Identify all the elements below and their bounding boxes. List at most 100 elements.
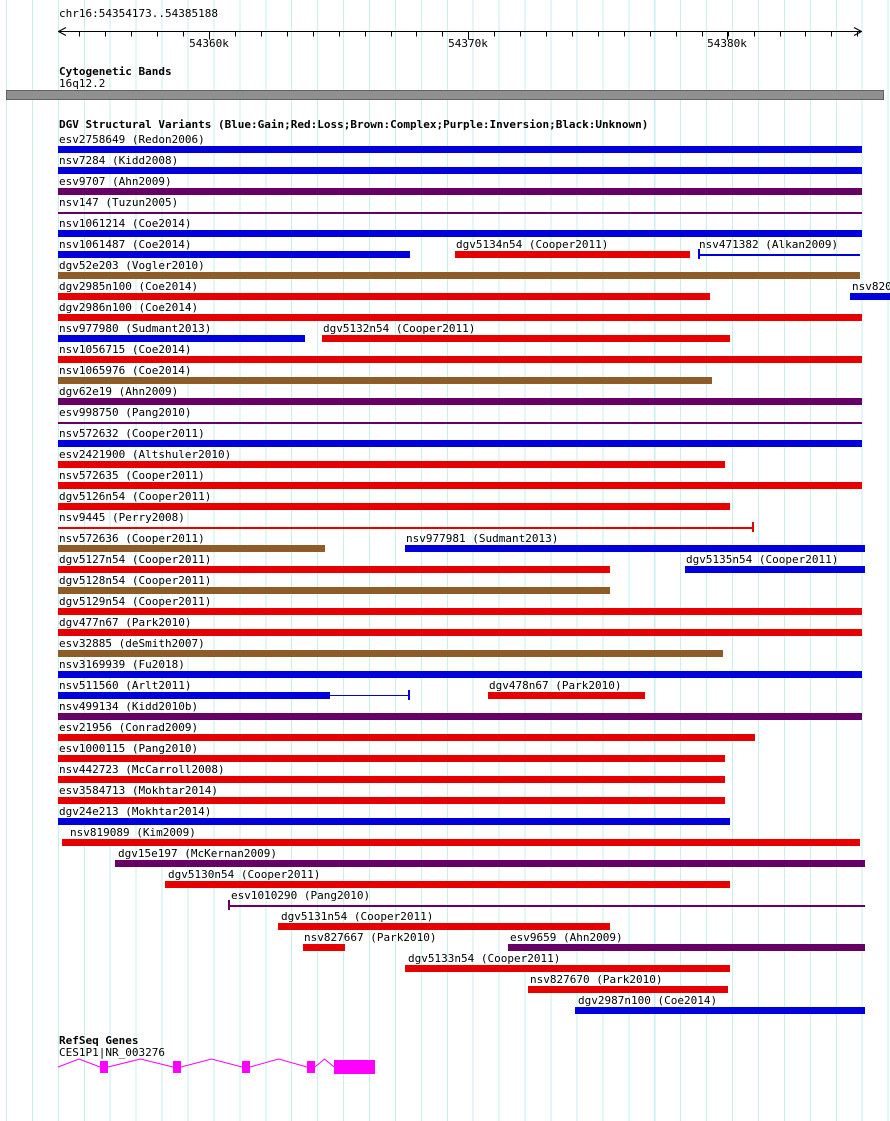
gene-glyph[interactable]: [0, 1054, 430, 1080]
intron-line[interactable]: [314, 1058, 335, 1068]
exon-box[interactable]: [173, 1061, 181, 1073]
variant-bar[interactable]: [405, 545, 865, 552]
variant-label[interactable]: esv9659 (Ahn2009): [510, 931, 623, 944]
variant-label[interactable]: esv998750 (Pang2010): [59, 406, 192, 419]
variant-label[interactable]: esv2421900 (Altshuler2010): [59, 448, 232, 461]
variant-endpoint-tick[interactable]: [228, 900, 230, 910]
variant-bar[interactable]: [58, 422, 862, 424]
variant-bar[interactable]: [508, 944, 865, 951]
variant-label[interactable]: dgv5130n54 (Cooper2011): [168, 868, 321, 881]
variant-label[interactable]: dgv62e19 (Ahn2009): [59, 385, 179, 398]
variant-bar[interactable]: [455, 251, 690, 258]
variant-label[interactable]: nsv827670 (Park2010): [530, 973, 663, 986]
variant-bar[interactable]: [58, 776, 725, 783]
variant-bar[interactable]: [58, 713, 862, 720]
variant-label[interactable]: nsv819089 (Kim2009): [70, 826, 196, 839]
variant-bar[interactable]: [58, 629, 862, 636]
variant-label[interactable]: dgv2986n100 (Coe2014): [59, 301, 199, 314]
variant-label[interactable]: nsv7284 (Kidd2008): [59, 154, 179, 167]
variant-bar[interactable]: [58, 734, 755, 741]
variant-bar[interactable]: [58, 167, 862, 174]
variant-bar[interactable]: [58, 692, 330, 699]
intron-line[interactable]: [249, 1058, 308, 1068]
variant-label[interactable]: nsv572635 (Cooper2011): [59, 469, 205, 482]
variant-bar[interactable]: [228, 905, 865, 907]
variant-label[interactable]: nsv977980 (Sudmant2013): [59, 322, 212, 335]
variant-bar[interactable]: [58, 212, 862, 214]
variant-label[interactable]: esv3584713 (Mokhtar2014): [59, 784, 218, 797]
variant-label[interactable]: esv1010290 (Pang2010): [231, 889, 371, 902]
gene-name[interactable]: CES1P1|NR_003276: [59, 1046, 165, 1059]
variant-label[interactable]: nsv572636 (Cooper2011): [59, 532, 205, 545]
variant-bar[interactable]: [58, 314, 862, 321]
variant-label[interactable]: esv32885 (deSmith2007): [59, 637, 205, 650]
variant-bar[interactable]: [575, 1007, 865, 1014]
variant-bar[interactable]: [698, 254, 860, 256]
variant-label[interactable]: esv2758649 (Redon2006): [59, 133, 205, 146]
variant-label[interactable]: dgv15e197 (McKernan2009): [118, 847, 277, 860]
variant-bar[interactable]: [58, 230, 862, 237]
variant-label[interactable]: nsv1061487 (Coe2014): [59, 238, 192, 251]
variant-bar[interactable]: [62, 839, 860, 846]
variant-bar[interactable]: [58, 797, 725, 804]
variant-bar[interactable]: [322, 335, 730, 342]
variant-label[interactable]: dgv5132n54 (Cooper2011): [323, 322, 476, 335]
variant-label[interactable]: dgv478n67 (Park2010): [489, 679, 622, 692]
last-exon-box[interactable]: [334, 1060, 375, 1074]
variant-bar[interactable]: [58, 650, 723, 657]
variant-label[interactable]: dgv5133n54 (Cooper2011): [408, 952, 561, 965]
variant-label[interactable]: esv9707 (Ahn2009): [59, 175, 172, 188]
variant-label[interactable]: dgv2985n100 (Coe2014): [59, 280, 199, 293]
variant-bar[interactable]: [58, 146, 862, 153]
variant-bar[interactable]: [278, 923, 610, 930]
variant-bar[interactable]: [58, 545, 325, 552]
variant-endpoint-tick[interactable]: [752, 522, 754, 532]
variant-bar[interactable]: [58, 293, 710, 300]
exon-box[interactable]: [100, 1061, 108, 1073]
variant-label[interactable]: nsv9445 (Perry2008): [59, 511, 185, 524]
variant-bar[interactable]: [58, 608, 862, 615]
variant-label[interactable]: nsv977981 (Sudmant2013): [406, 532, 559, 545]
variant-label[interactable]: dgv5127n54 (Cooper2011): [59, 553, 212, 566]
variant-bar[interactable]: [685, 566, 865, 573]
variant-bar[interactable]: [165, 881, 730, 888]
variant-bar[interactable]: [405, 965, 730, 972]
variant-label[interactable]: nsv1065976 (Coe2014): [59, 364, 192, 377]
variant-bar[interactable]: [850, 293, 890, 300]
variant-label[interactable]: dgv5131n54 (Cooper2011): [281, 910, 434, 923]
variant-endpoint-tick[interactable]: [408, 690, 410, 700]
variant-label[interactable]: esv1000115 (Pang2010): [59, 742, 199, 755]
variant-bar[interactable]: [58, 503, 730, 510]
intron-line[interactable]: [107, 1058, 174, 1068]
variant-label[interactable]: dgv24e213 (Mokhtar2014): [59, 805, 212, 818]
variant-bar[interactable]: [58, 818, 730, 825]
intron-line[interactable]: [57, 1058, 101, 1068]
cytoband-ideogram[interactable]: [6, 90, 884, 100]
variant-bar[interactable]: [58, 335, 305, 342]
variant-bar[interactable]: [58, 482, 862, 489]
variant-bar[interactable]: [58, 440, 862, 447]
variant-label[interactable]: nsv827667 (Park2010): [304, 931, 437, 944]
variant-endpoint-tick[interactable]: [698, 249, 700, 259]
variant-bar[interactable]: [58, 755, 725, 762]
variant-bar[interactable]: [58, 398, 862, 405]
variant-bar[interactable]: [58, 251, 410, 258]
exon-box[interactable]: [242, 1061, 250, 1073]
variant-label[interactable]: dgv5128n54 (Cooper2011): [59, 574, 212, 587]
variant-bar[interactable]: [58, 377, 712, 384]
variant-bar[interactable]: [58, 527, 753, 529]
variant-bar[interactable]: [488, 692, 645, 699]
variant-label[interactable]: dgv5134n54 (Cooper2011): [456, 238, 609, 251]
variant-bar[interactable]: [58, 188, 862, 195]
variant-label[interactable]: dgv5126n54 (Cooper2011): [59, 490, 212, 503]
variant-bar[interactable]: [115, 860, 865, 867]
variant-label[interactable]: nsv1056715 (Coe2014): [59, 343, 192, 356]
variant-bar[interactable]: [58, 566, 610, 573]
exon-box[interactable]: [307, 1061, 315, 1073]
variant-label[interactable]: nsv3169939 (Fu2018): [59, 658, 185, 671]
variant-label[interactable]: nsv147 (Tuzun2005): [59, 196, 179, 209]
variant-bar[interactable]: [58, 356, 862, 363]
variant-bar[interactable]: [58, 587, 610, 594]
variant-label[interactable]: esv21956 (Conrad2009): [59, 721, 199, 734]
variant-label[interactable]: nsv499134 (Kidd2010b): [59, 700, 199, 713]
